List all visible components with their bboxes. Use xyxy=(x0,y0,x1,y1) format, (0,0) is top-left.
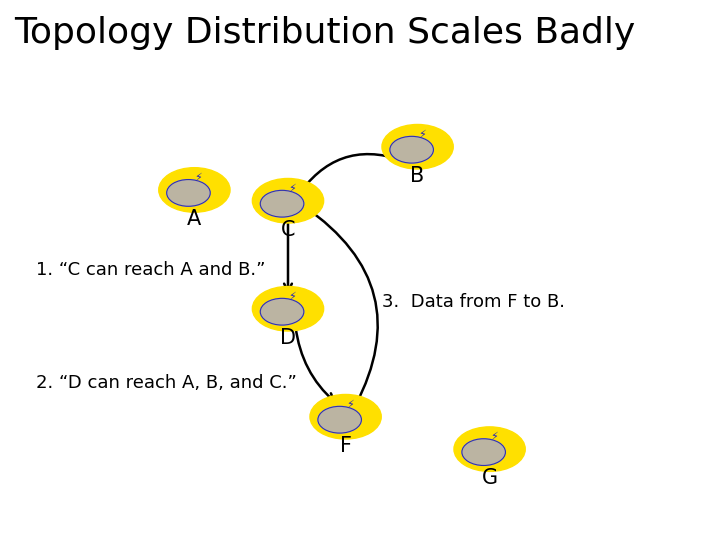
Text: 1. “C can reach A and B.”: 1. “C can reach A and B.” xyxy=(36,261,266,279)
Text: ⚡: ⚡ xyxy=(194,173,202,183)
Text: ⚡: ⚡ xyxy=(490,432,498,442)
Text: ⚡: ⚡ xyxy=(288,292,296,302)
Text: F: F xyxy=(340,436,351,456)
Text: ⚡: ⚡ xyxy=(288,184,296,194)
Ellipse shape xyxy=(253,178,324,223)
Ellipse shape xyxy=(261,298,304,325)
Text: D: D xyxy=(280,328,296,348)
Text: C: C xyxy=(281,220,295,240)
Ellipse shape xyxy=(261,190,304,217)
Text: 2. “D can reach A, B, and C.”: 2. “D can reach A, B, and C.” xyxy=(36,374,297,393)
Text: A: A xyxy=(187,209,202,230)
Ellipse shape xyxy=(158,167,230,212)
Ellipse shape xyxy=(167,179,210,206)
Text: 3.  Data from F to B.: 3. Data from F to B. xyxy=(382,293,564,312)
Ellipse shape xyxy=(382,125,454,169)
Text: Topology Distribution Scales Badly: Topology Distribution Scales Badly xyxy=(14,16,636,50)
Ellipse shape xyxy=(390,136,433,163)
Ellipse shape xyxy=(253,286,324,331)
Text: ⚡: ⚡ xyxy=(418,130,426,140)
Text: ⚡: ⚡ xyxy=(346,400,354,410)
Ellipse shape xyxy=(310,394,382,439)
Ellipse shape xyxy=(454,427,526,471)
Text: B: B xyxy=(410,166,425,186)
Ellipse shape xyxy=(318,406,361,433)
Ellipse shape xyxy=(462,438,505,465)
Text: G: G xyxy=(482,468,498,489)
